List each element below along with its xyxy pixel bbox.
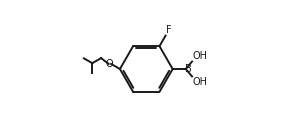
Text: O: O — [106, 59, 114, 69]
Text: OH: OH — [193, 77, 208, 87]
Text: B: B — [185, 64, 192, 74]
Text: OH: OH — [193, 51, 208, 61]
Text: F: F — [166, 25, 172, 35]
